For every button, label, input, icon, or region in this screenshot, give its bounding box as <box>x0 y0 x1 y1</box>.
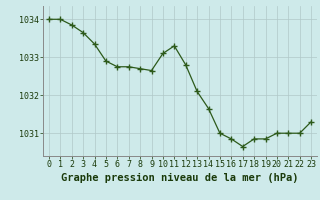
X-axis label: Graphe pression niveau de la mer (hPa): Graphe pression niveau de la mer (hPa) <box>61 173 299 183</box>
